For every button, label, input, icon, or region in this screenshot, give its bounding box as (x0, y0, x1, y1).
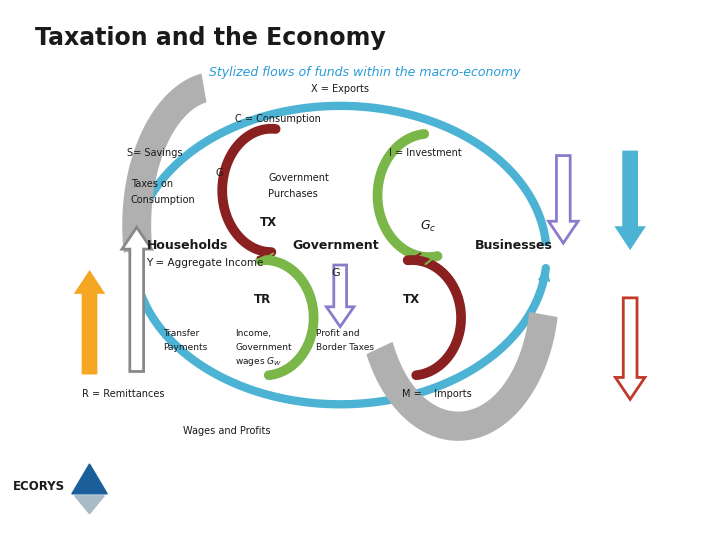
Text: S= Savings: S= Savings (127, 147, 182, 158)
Text: X = Exports: X = Exports (311, 84, 369, 94)
Text: Border Taxes: Border Taxes (315, 343, 374, 352)
Text: Households: Households (147, 239, 228, 252)
Text: G: G (215, 167, 223, 178)
Text: Payments: Payments (163, 343, 207, 352)
FancyArrow shape (73, 270, 105, 374)
Text: Consumption: Consumption (131, 195, 196, 205)
Polygon shape (123, 75, 206, 252)
FancyArrow shape (549, 156, 578, 243)
Text: ECORYS: ECORYS (13, 481, 65, 494)
Text: Businesses: Businesses (475, 239, 553, 252)
Polygon shape (367, 313, 557, 440)
Polygon shape (72, 464, 107, 494)
Polygon shape (75, 496, 104, 514)
Text: Transfer: Transfer (163, 329, 199, 338)
FancyArrow shape (326, 265, 354, 327)
Text: TX: TX (260, 216, 277, 229)
Text: TX: TX (403, 293, 420, 306)
Text: Purchases: Purchases (269, 190, 318, 199)
Text: TR: TR (254, 293, 271, 306)
Text: R = Remittances: R = Remittances (81, 389, 164, 400)
Text: G: G (331, 268, 340, 278)
Text: Y = Aggregate Income: Y = Aggregate Income (147, 258, 264, 268)
Text: Stylized flows of funds within the macro-economy: Stylized flows of funds within the macro… (209, 66, 521, 79)
Text: I = Investment: I = Investment (390, 147, 462, 158)
Text: Government: Government (292, 239, 379, 252)
Text: M =    Imports: M = Imports (402, 389, 472, 400)
FancyArrow shape (614, 151, 646, 250)
Text: C = Consumption: C = Consumption (235, 114, 321, 124)
Text: $G_c$: $G_c$ (420, 219, 437, 234)
Text: Wages and Profits: Wages and Profits (184, 426, 271, 436)
Text: Income,: Income, (235, 329, 271, 338)
FancyArrow shape (616, 298, 645, 400)
Text: wages $G_W$: wages $G_W$ (235, 355, 282, 368)
Text: Government: Government (235, 343, 292, 352)
Text: Profit and: Profit and (315, 329, 359, 338)
Text: Government: Government (269, 173, 329, 184)
FancyArrow shape (122, 227, 151, 372)
Text: Taxes on: Taxes on (131, 179, 173, 190)
Text: Taxation and the Economy: Taxation and the Economy (35, 26, 386, 50)
